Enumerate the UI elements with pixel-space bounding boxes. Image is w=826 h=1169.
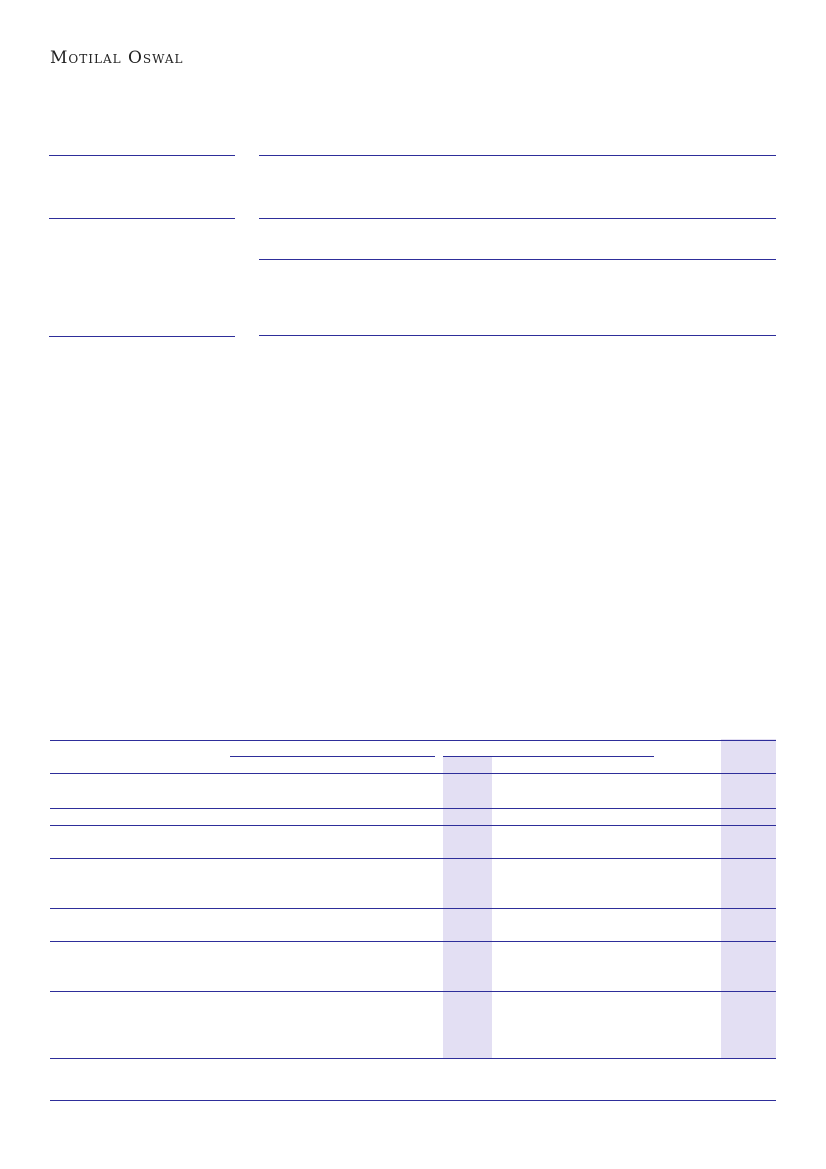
table-rule (50, 991, 776, 992)
table-rule (50, 1058, 776, 1059)
rule (259, 218, 776, 219)
rule (259, 155, 776, 156)
rule (49, 218, 235, 219)
table-rule (50, 740, 776, 741)
table-rule (50, 1100, 776, 1101)
rule (49, 155, 235, 156)
table-subheader-rule (230, 756, 435, 757)
company-logo: Motilal Oswal (50, 48, 184, 68)
rule (259, 259, 776, 260)
table-rule (50, 808, 776, 809)
table-rule (50, 825, 776, 826)
rule (259, 335, 776, 336)
rule (49, 336, 235, 337)
table-rule (50, 858, 776, 859)
table-rule (50, 908, 776, 909)
table-subheader-rule (443, 756, 654, 757)
table-rule (50, 773, 776, 774)
shaded-column (721, 739, 776, 1058)
table-rule (50, 941, 776, 942)
shaded-column (443, 756, 492, 1058)
